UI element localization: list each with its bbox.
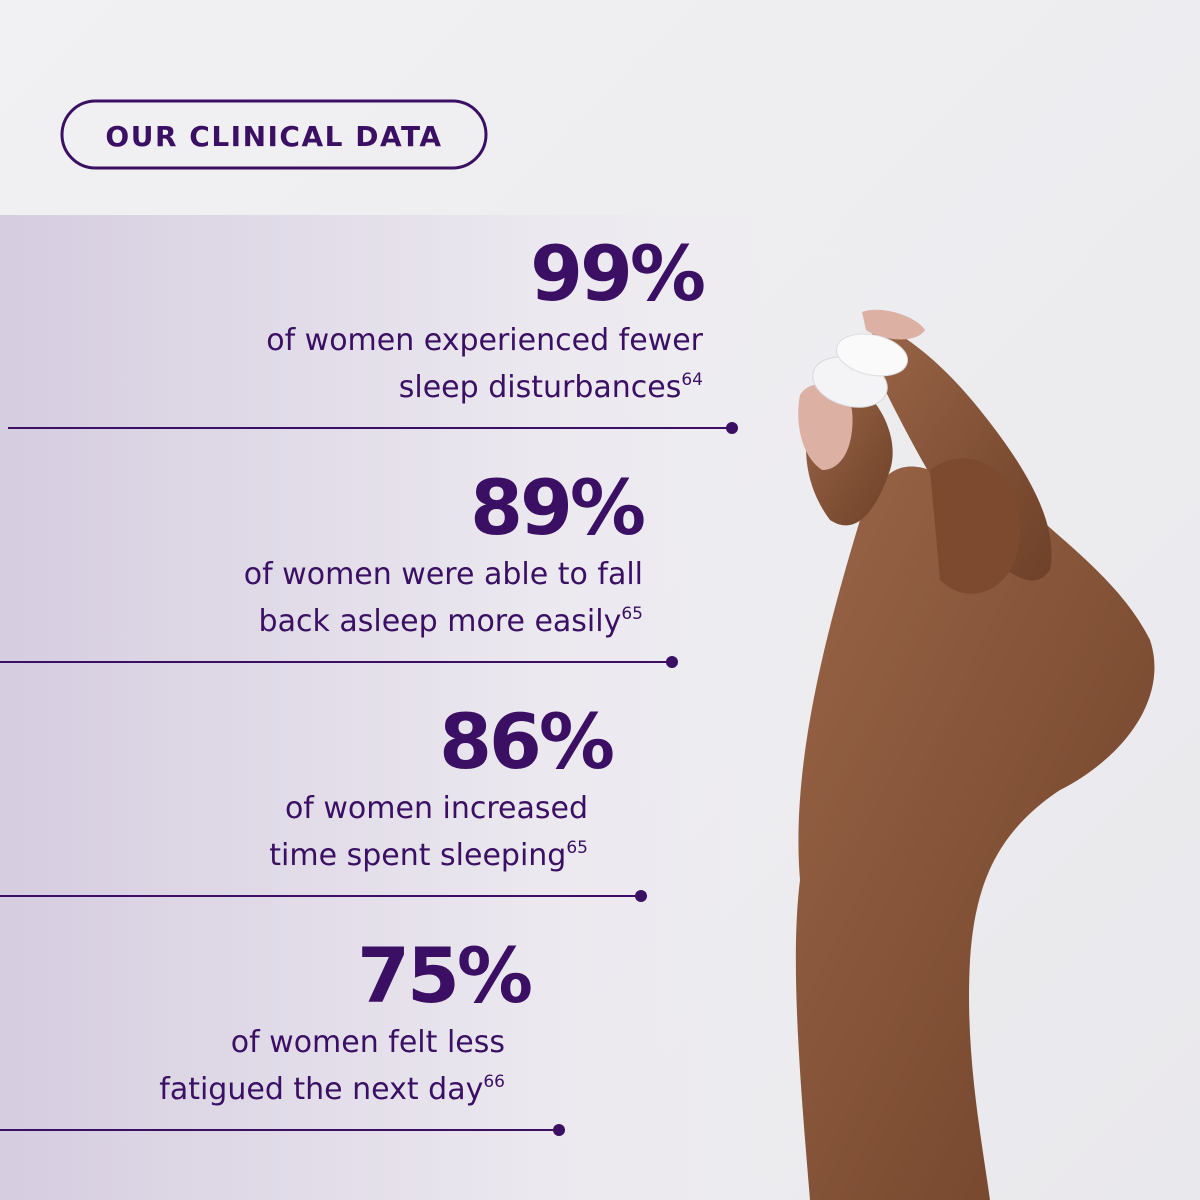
stat-line: back asleep more easily xyxy=(259,604,622,639)
footnote: 66 xyxy=(483,1072,505,1092)
footnote: 65 xyxy=(621,604,643,624)
stat-value: 86% xyxy=(439,697,613,786)
stat-line: time spent sleeping xyxy=(269,838,566,873)
stat-line: of women were able to fall xyxy=(244,557,643,592)
stat-text: fatigued the next day66 xyxy=(159,1072,505,1107)
divider-dot xyxy=(553,1124,565,1136)
hand xyxy=(795,309,1155,1200)
divider-dot xyxy=(666,656,678,668)
badge-outline xyxy=(60,99,488,170)
stat-text: sleep disturbances64 xyxy=(399,370,703,405)
stat-text: of women experienced fewer xyxy=(266,323,703,358)
stat-line: of women experienced fewer xyxy=(266,323,703,358)
stat-text: time spent sleeping65 xyxy=(269,838,588,873)
stats: 99% of women experienced fewer sleep distu… xyxy=(0,229,738,1136)
stat-line: fatigued the next day xyxy=(159,1072,483,1107)
badge-text: OUR CLINICAL DATA xyxy=(105,120,442,153)
stat-line: of women increased xyxy=(285,791,588,826)
stat-text: of women felt less xyxy=(231,1025,505,1060)
panel xyxy=(0,215,900,1200)
divider-dot xyxy=(635,890,647,902)
stat-text: of women increased xyxy=(285,791,588,826)
stat-value: 75% xyxy=(357,931,531,1020)
stat-text: of women were able to fall xyxy=(244,557,643,592)
stat-text: back asleep more easily65 xyxy=(259,604,643,639)
footnote: 65 xyxy=(566,838,588,858)
stat-value: 99% xyxy=(530,229,704,318)
stat-line: sleep disturbances xyxy=(399,370,682,405)
divider-dot xyxy=(726,422,738,434)
stat-value: 89% xyxy=(470,463,644,552)
stat-line: of women felt less xyxy=(231,1025,505,1060)
footnote: 64 xyxy=(681,370,703,390)
